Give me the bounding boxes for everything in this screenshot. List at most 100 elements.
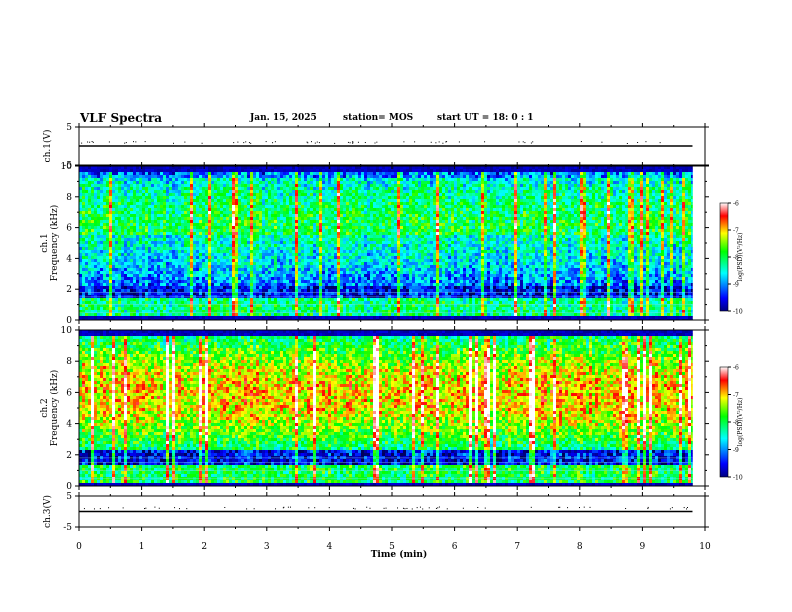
panel-1-ytick-label: 6 xyxy=(66,224,72,234)
xtick-label: 8 xyxy=(577,542,583,552)
voltage-noise-dot xyxy=(438,141,440,143)
voltage-noise-dot xyxy=(173,142,175,144)
voltage-noise-dot xyxy=(532,141,534,143)
voltage-noise-dot xyxy=(524,142,526,144)
voltage-noise-dot xyxy=(404,508,406,510)
voltage-noise-dot xyxy=(81,142,83,144)
voltage-noise-dot xyxy=(250,142,252,144)
voltage-noise-dot xyxy=(430,141,432,143)
voltage-noise-dot xyxy=(637,142,639,144)
voltage-noise-dot xyxy=(108,141,110,143)
voltage-noise-dot xyxy=(233,142,235,144)
panel-3-ytick-label: -5 xyxy=(63,523,72,533)
voltage-noise-dot xyxy=(419,506,421,508)
voltage-noise-dot xyxy=(354,508,356,510)
voltage-noise-dot xyxy=(414,141,416,143)
voltage-noise-dot xyxy=(671,507,673,509)
figure-start-time: start UT = 18: 0 : 1 xyxy=(437,113,534,123)
colorbar-1-tick-label: -7 xyxy=(733,228,739,235)
voltage-noise-dot xyxy=(306,141,308,143)
voltage-noise-dot xyxy=(318,142,320,144)
voltage-noise-dot xyxy=(287,506,289,508)
figure-station: station= MOS xyxy=(343,113,413,123)
panel-2-ylabel: ch.2Frequency (kHz) xyxy=(40,370,60,447)
voltage-noise-dot xyxy=(248,142,250,144)
voltage-noise-dot xyxy=(246,508,248,510)
voltage-noise-dot xyxy=(91,141,93,143)
voltage-noise-dot xyxy=(397,507,399,509)
colorbar-1-tick-label: -8 xyxy=(733,255,739,262)
panel-3-ytick-label: 5 xyxy=(66,492,72,502)
voltage-noise-dot xyxy=(310,141,312,143)
voltage-noise-dot xyxy=(383,507,385,509)
panel-0-ytick-label: -5 xyxy=(63,161,72,171)
voltage-noise-dot xyxy=(125,142,127,144)
voltage-noise-dot xyxy=(352,141,354,143)
colorbar-2-tick-label: -8 xyxy=(733,420,739,427)
voltage-noise-dot xyxy=(402,507,404,509)
voltage-noise-dot xyxy=(458,141,460,143)
voltage-noise-dot xyxy=(352,142,354,144)
voltage-noise-dot xyxy=(144,508,146,510)
panel-0-ylabel-line: ch.1(V) xyxy=(42,130,53,163)
voltage-noise-dot xyxy=(274,141,276,143)
voltage-noise-dot xyxy=(369,507,371,509)
voltage-noise-dot xyxy=(477,506,479,508)
voltage-noise-dot xyxy=(245,141,247,143)
ch2-spectrogram-image xyxy=(79,330,693,487)
panel-1-ytick-label: 0 xyxy=(66,316,72,326)
panel-2-ylabel-line: Frequency (kHz) xyxy=(49,370,60,447)
voltage-noise-dot xyxy=(445,141,447,143)
voltage-noise-dot xyxy=(462,507,464,509)
xtick-label: 7 xyxy=(514,542,520,552)
panel-2-ytick-label: 10 xyxy=(61,326,73,336)
voltage-noise-dot xyxy=(647,508,649,510)
voltage-noise-dot xyxy=(645,141,647,143)
xtick-label: 0 xyxy=(76,542,82,552)
voltage-noise-dot xyxy=(158,507,160,509)
voltage-noise-dot xyxy=(406,507,408,509)
voltage-noise-dot xyxy=(385,507,387,509)
voltage-noise-dot xyxy=(366,506,368,508)
voltage-noise-dot xyxy=(686,508,688,510)
xtick-label: 9 xyxy=(640,542,646,552)
panel-2-ytick-label: 6 xyxy=(66,388,72,398)
colorbar-1-label: log(PSD)(V²/Hz) xyxy=(737,233,744,282)
voltage-noise-dot xyxy=(583,506,585,508)
voltage-noise-dot xyxy=(272,142,274,144)
voltage-noise-dot xyxy=(518,141,520,143)
voltage-noise-dot xyxy=(435,507,437,509)
voltage-noise-dot xyxy=(428,507,430,509)
voltage-noise-dot xyxy=(686,506,688,508)
voltage-noise-dot xyxy=(265,141,267,143)
xtick-label: 1 xyxy=(139,542,145,552)
panel-2-ytick-label: 0 xyxy=(66,482,72,492)
xtick-label: 4 xyxy=(327,542,333,552)
xtick-label: 6 xyxy=(452,542,458,552)
colorbar-1-tick-label: -10 xyxy=(733,309,743,316)
voltage-noise-dot xyxy=(237,141,239,143)
voltage-noise-dot xyxy=(93,508,95,510)
panel-0-ylabel: ch.1(V) xyxy=(42,130,53,163)
voltage-noise-dot xyxy=(253,508,255,510)
panel-2-ytick-label: 2 xyxy=(66,451,72,461)
voltage-noise-dot xyxy=(669,508,671,510)
voltage-noise-dot xyxy=(411,508,413,510)
figure-title: VLF Spectra xyxy=(80,111,162,125)
panel-2-ytick-label: 4 xyxy=(66,420,72,430)
voltage-noise-dot xyxy=(334,142,336,144)
voltage-noise-dot xyxy=(283,506,285,508)
voltage-noise-dot xyxy=(416,507,418,509)
colorbar-2-label: log(PSD)(V²/Hz) xyxy=(737,398,744,447)
voltage-noise-dot xyxy=(530,506,532,508)
voltage-noise-dot xyxy=(422,508,424,510)
voltage-noise-dot xyxy=(558,506,560,508)
voltage-noise-dot xyxy=(87,141,89,143)
xtick-label: 3 xyxy=(264,542,270,552)
panel-3-ylabel: ch.3(V) xyxy=(42,495,53,528)
voltage-noise-dot xyxy=(349,142,351,144)
voltage-noise-dot xyxy=(316,141,318,143)
panel-2-ylabel-line: ch.2 xyxy=(40,398,50,417)
voltage-noise-dot xyxy=(446,141,448,143)
